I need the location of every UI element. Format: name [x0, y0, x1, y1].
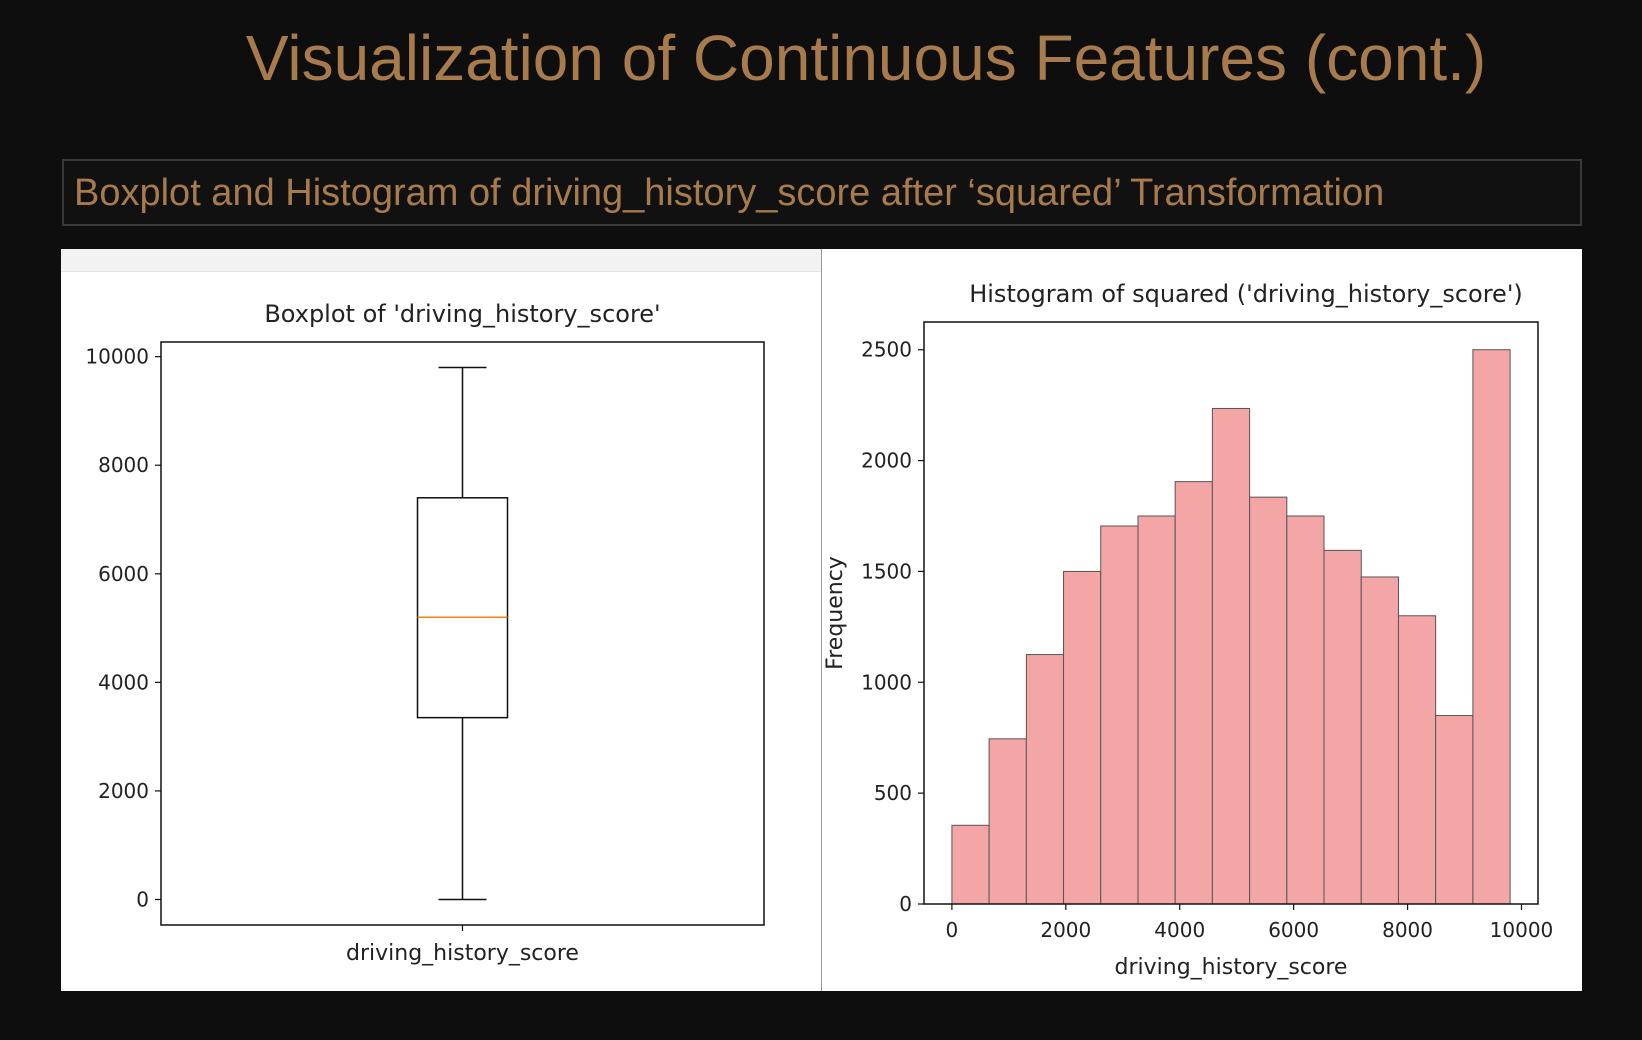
- y-axis-label: Frequency: [823, 556, 848, 670]
- x-tick-label: 2000: [1040, 918, 1091, 942]
- histogram-bar: [1360, 576, 1399, 905]
- histogram-bar: [988, 738, 1027, 905]
- histogram-axes-frame: [923, 321, 1539, 905]
- y-tick-label: 4000: [98, 670, 149, 694]
- y-tick-label: 0: [899, 892, 912, 916]
- x-tick-label: 0: [946, 918, 959, 942]
- boxplot-chart: Boxplot of 'driving_history_score' 0 2000 4…: [85, 300, 765, 966]
- interquartile-box: [416, 497, 509, 719]
- histogram-bar: [1435, 715, 1474, 905]
- y-tick-label: 500: [874, 781, 912, 805]
- histogram-bar: [1397, 615, 1437, 905]
- y-tick-label: 2000: [861, 449, 912, 473]
- y-tick-label: 1000: [861, 670, 912, 694]
- panel-toolbar-strip: [61, 249, 821, 272]
- y-tick-label: 2000: [98, 779, 149, 803]
- histogram-bar: [1063, 570, 1102, 905]
- boxplot-panel: Boxplot of 'driving_history_score' 0 2000 4…: [61, 249, 821, 991]
- x-tick-label: 8000: [1382, 918, 1433, 942]
- slide-title: Visualization of Continuous Features (co…: [245, 22, 1487, 94]
- histogram-bar: [951, 824, 990, 905]
- histogram-bar: [1211, 407, 1251, 905]
- x-tick-label: 6000: [1268, 918, 1319, 942]
- y-tick-label: 0: [136, 887, 149, 911]
- x-tick-label: 4000: [1154, 918, 1205, 942]
- x-tick-label: driving_history_score: [346, 941, 579, 966]
- histogram-chart: Histogram of squared ('driving_history_s…: [823, 280, 1554, 980]
- histogram-bar: [1286, 515, 1325, 905]
- y-tick-label: 2500: [861, 338, 912, 362]
- boxplot-title: Boxplot of 'driving_history_score': [264, 300, 660, 328]
- y-tick-label: 6000: [98, 562, 149, 586]
- histogram-title: Histogram of squared ('driving_history_s…: [969, 280, 1523, 308]
- subtitle-box: Boxplot and Histogram of driving_history…: [62, 159, 1582, 226]
- histogram-bar: [1472, 349, 1511, 905]
- histogram-bar: [1025, 654, 1065, 905]
- panel-divider: [821, 249, 822, 991]
- histogram-bar: [1137, 515, 1176, 905]
- histogram-bar: [1174, 481, 1213, 905]
- y-tick-label: 10000: [85, 345, 149, 369]
- x-axis-label: driving_history_score: [1115, 955, 1348, 980]
- subtitle-text: Boxplot and Histogram of driving_history…: [74, 172, 1385, 214]
- y-tick-label: 8000: [98, 453, 149, 477]
- histogram-bar: [1100, 525, 1139, 905]
- histogram-bar: [1323, 549, 1362, 905]
- x-tick-label: 10000: [1490, 918, 1554, 942]
- histogram-panel: Histogram of squared ('driving_history_s…: [822, 249, 1582, 991]
- y-tick-label: 1500: [861, 559, 912, 583]
- histogram-bar: [1249, 496, 1288, 905]
